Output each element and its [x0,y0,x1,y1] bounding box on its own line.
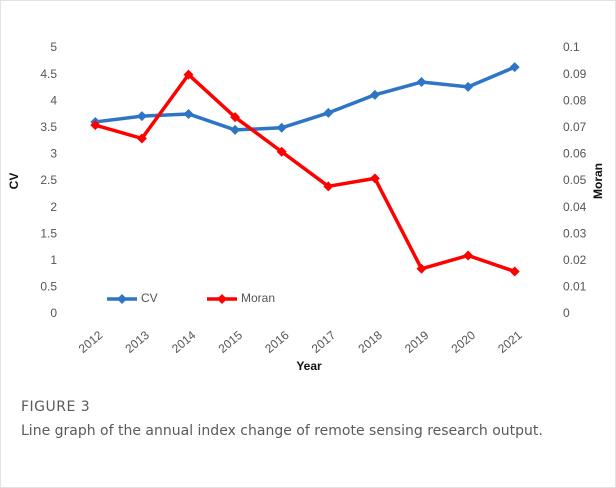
marker [230,124,241,135]
y2-tick-label: 0 [563,306,570,320]
y2-tick-label: 0.03 [563,226,587,240]
x-tick-label: 2016 [262,328,292,356]
marker [323,181,334,192]
x-tick-label: 2017 [309,328,339,356]
legend-label: Moran [241,291,275,305]
marker [509,266,520,277]
marker [183,69,194,80]
marker [276,122,287,133]
marker [369,89,380,100]
marker [509,62,520,73]
x-tick-label: 2018 [355,328,385,356]
y2-tick-label: 0.01 [563,280,587,294]
x-tick-label: 2021 [495,328,525,356]
marker [463,81,474,92]
chart: CV Moran Year 0 0.5 1 1.5 2 2.5 3 3.5 4 4.5 5 0 0.01… [7,40,605,373]
x-tick-label: 2015 [216,328,246,356]
y-tick-label: 2.5 [40,173,57,187]
y-tick-label: 2 [50,200,57,214]
y-tick-label: 5 [50,40,57,54]
marker [463,250,474,261]
y-tick-label: 0 [50,306,57,320]
y-tick-label: 3.5 [40,120,57,134]
y2-axis-title: Moran [591,163,605,199]
series-line [94,72,516,274]
y-tick-label: 3 [50,147,57,161]
legend-label: CV [141,291,158,305]
y2-tick-label: 0.02 [563,253,587,267]
y-tick-label: 0.5 [40,280,57,294]
marker [369,173,380,184]
x-tick-label: 2019 [402,328,432,356]
legend-marker [117,294,127,304]
y-tick-label: 1 [50,253,57,267]
y2-tick-label: 0.06 [563,147,587,161]
figure-caption: Line graph of the annual index change of… [21,423,543,439]
marker [136,111,147,122]
y2-tick-label: 0.1 [563,40,580,54]
x-tick-label: 2013 [122,328,152,356]
marker [90,120,101,131]
series-line [95,65,516,132]
y-tick-label: 1.5 [40,226,57,240]
y-axis-title: CV [7,173,21,190]
marker [323,107,334,118]
x-tick-label: 2012 [76,328,106,356]
y2-tick-label: 0.07 [563,120,587,134]
y2-tick-label: 0.04 [563,200,587,214]
marker [230,112,241,123]
legend-marker [217,294,227,304]
marker [136,133,147,144]
marker [183,108,194,119]
x-tick-label: 2014 [169,328,199,356]
y2-tick-label: 0.09 [563,67,587,81]
y-tick-label: 4 [50,93,57,107]
figure-label: FIGURE 3 [21,399,91,415]
x-tick-label: 2020 [449,328,479,356]
x-axis-title: Year [296,359,322,373]
marker [416,263,427,274]
y2-tick-label: 0.08 [563,93,587,107]
marker [416,77,427,88]
y-tick-label: 4.5 [40,67,57,81]
marker [276,146,287,157]
y2-tick-label: 0.05 [563,173,587,187]
